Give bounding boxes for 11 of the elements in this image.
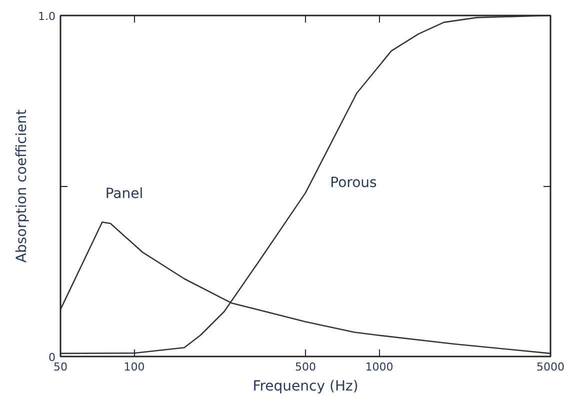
x-tick-label: 500 (295, 360, 316, 374)
y-tick-label: 1.0 (38, 10, 56, 23)
series-label: Porous (330, 174, 377, 191)
x-tick-label: 1000 (365, 360, 394, 374)
y-tick-label: 0 (48, 351, 56, 364)
series-label: Panel (105, 186, 144, 202)
x-tick-label: 50 (54, 360, 68, 374)
x-tick-label: 5000 (536, 360, 565, 374)
x-axis-title: Frequency (Hz) (252, 378, 358, 394)
x-tick-label: 100 (124, 360, 145, 374)
y-axis-title: Absorption coefficient (14, 108, 30, 263)
